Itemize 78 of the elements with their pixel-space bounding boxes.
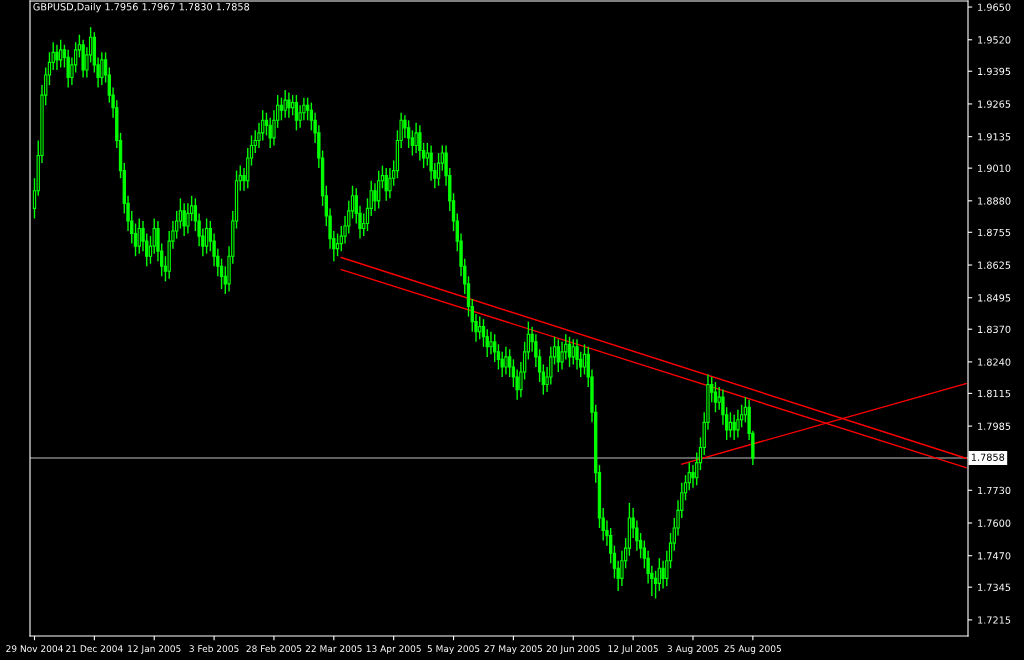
candlestick [717, 386, 721, 411]
candlestick [653, 570, 658, 600]
candlestick [373, 182, 377, 212]
candlestick [713, 381, 718, 413]
candlestick [478, 315, 482, 340]
y-tick-label: 1.9135 [978, 133, 1011, 141]
candlestick [732, 414, 736, 441]
candlestick [335, 232, 340, 257]
y-tick-label: 1.7470 [978, 552, 1011, 560]
x-tick-label: 12 Jan 2005 [128, 645, 181, 654]
x-tick-label: 28 Feb 2005 [246, 645, 302, 653]
x-tick-label: 25 Aug 2005 [724, 645, 781, 654]
y-tick-label: 1.8755 [978, 228, 1011, 237]
candlestick [425, 142, 430, 167]
x-tick-label: 27 May 2005 [484, 645, 543, 654]
y-tick-label: 1.7600 [978, 519, 1011, 527]
candlestick [55, 44, 59, 71]
candlestick [59, 39, 63, 69]
x-tick-label: 3 Feb 2005 [189, 645, 239, 653]
y-tick-label: 1.8240 [978, 358, 1011, 366]
x-tick-label: 21 Dec 2004 [66, 645, 123, 653]
candlestick [268, 117, 272, 149]
candlestick [567, 336, 572, 368]
candlestick [410, 129, 415, 157]
y-tick-label: 1.8495 [978, 294, 1011, 302]
candlestick [377, 169, 381, 210]
candlestick [384, 167, 388, 202]
x-tick-label: 5 May 2005 [427, 645, 480, 654]
candlestick [736, 409, 740, 439]
candlestick [204, 217, 209, 255]
candlestick [661, 560, 665, 590]
y-tick-label: 1.8625 [978, 261, 1011, 269]
candlestick [489, 331, 493, 356]
candlestick [305, 96, 310, 121]
candlestick [414, 122, 418, 154]
y-tick-label: 1.8370 [978, 325, 1011, 334]
y-tick-label: 1.9010 [978, 164, 1011, 172]
candlestick [182, 202, 186, 237]
candlestick [294, 94, 299, 132]
y-tick-label: 1.9395 [978, 67, 1011, 76]
candlestick [493, 333, 497, 363]
candlestick [728, 411, 733, 439]
x-tick-label: 20 Jun 2005 [546, 645, 600, 654]
candlestick [100, 51, 104, 86]
x-tick-label: 3 Aug 2005 [667, 645, 719, 654]
y-tick-label: 1.9265 [978, 100, 1011, 108]
y-tick-label: 1.9650 [978, 3, 1011, 11]
candlestick [287, 91, 291, 119]
ref-line-label: 1.7858 [971, 453, 1005, 461]
y-tick-label: 1.8115 [978, 389, 1011, 398]
y-tick-label: 1.9520 [978, 36, 1011, 44]
candlestick [504, 346, 508, 376]
candlestick [481, 318, 486, 348]
chart-title: GBPUSD,Daily 1.7956 1.7967 1.7830 1.7858 [33, 2, 250, 13]
candlestick [582, 343, 587, 376]
candlestick [571, 338, 575, 366]
candlestick [283, 89, 287, 119]
y-tick-label: 1.7215 [978, 616, 1011, 624]
candlestick [406, 119, 411, 149]
candlestick [133, 222, 138, 257]
x-tick-label: 13 Apr 2005 [366, 645, 421, 654]
candlestick [556, 338, 560, 373]
y-tick-label: 1.7985 [978, 422, 1011, 430]
y-tick-label: 1.7345 [978, 583, 1011, 592]
candlestick [178, 197, 183, 230]
candlestick [279, 96, 284, 121]
candlestick [436, 152, 441, 187]
x-tick-label: 22 Mar 2005 [305, 645, 362, 653]
candlestick [507, 348, 512, 378]
y-tick-label: 1.7730 [978, 486, 1011, 495]
candlestick [66, 49, 70, 89]
x-tick-label: 29 Nov 2004 [6, 645, 63, 653]
candlestick [264, 112, 269, 137]
y-tick-label: 1.8880 [978, 197, 1011, 205]
candlestick [657, 557, 662, 592]
x-tick-label: 12 Jul 2005 [608, 645, 658, 654]
candlestick [691, 464, 695, 489]
candlestick [137, 217, 141, 255]
